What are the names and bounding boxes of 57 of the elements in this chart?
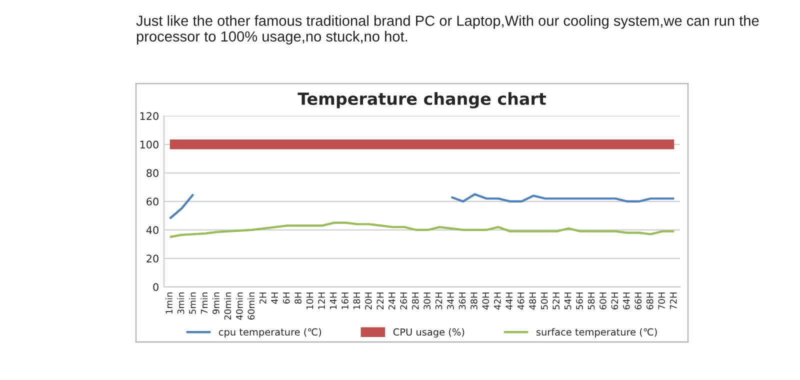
x-tick-label: 66H	[634, 292, 642, 310]
x-tick-label: 54H	[564, 292, 572, 310]
x-tick-label: 52H	[552, 292, 560, 310]
x-tick-label: 24H	[388, 292, 396, 310]
x-tick-label: 1min	[165, 292, 172, 314]
x-tick-label: 42H	[494, 292, 501, 310]
x-tick-label: 36H	[458, 292, 466, 310]
x-tick-label: 9min	[212, 292, 220, 314]
y-tick-label: 0	[153, 283, 158, 292]
y-tick-label: 100	[140, 140, 158, 149]
x-tick-label: 16H	[342, 292, 348, 310]
x-tick-label: 20min	[224, 292, 232, 320]
x-tick-label: 34H	[447, 292, 454, 310]
legend-label: cpu temperature (℃)	[218, 328, 322, 338]
y-tick-label: 80	[146, 169, 158, 178]
x-tick-label: 40min	[236, 292, 243, 320]
legend-label: CPU usage (%)	[393, 328, 464, 338]
text: Just like the other famous traditional brand PC or Laptop,With our cooling system,we can run the processor to 100% usage,no stuck,no hot.	[136, 15, 759, 44]
x-tick-label: 46H	[517, 292, 524, 310]
x-tick-label: 12H	[318, 292, 325, 310]
x-tick-label: 58H	[588, 292, 595, 310]
x-tick-label: 60min	[248, 292, 255, 320]
x-tick-label: 2H	[259, 292, 266, 304]
x-tick-label: 6H	[282, 292, 290, 304]
x-tick-label: 7min	[200, 292, 208, 314]
x-tick-label: 68H	[646, 292, 654, 310]
x-tick-label: 30H	[424, 292, 430, 310]
x-tick-label: 50H	[540, 292, 548, 310]
x-tick-label: 62H	[611, 292, 618, 310]
x-tick-label: 56H	[576, 292, 583, 310]
x-tick-label: 8H	[294, 292, 302, 304]
x-tick-label: 5min	[188, 292, 196, 314]
y-tick-label: 60	[146, 198, 158, 206]
x-tick-label: 72H	[670, 292, 677, 310]
x-tick-label: 40H	[482, 292, 490, 310]
x-tick-label: 70H	[658, 292, 666, 310]
x-tick-label: 14H	[330, 292, 337, 310]
x-tick-label: 4H	[271, 292, 278, 304]
x-tick-label: 38H	[470, 292, 478, 310]
chart-title: Temperature change chart	[298, 92, 546, 108]
x-tick-label: 10H	[306, 292, 314, 310]
y-tick-label: 20	[146, 254, 158, 263]
x-tick-label: 18H	[353, 292, 360, 310]
y-tick-label: 120	[140, 112, 158, 120]
x-tick-label: 64H	[623, 292, 630, 310]
x-tick-label: 22H	[376, 292, 384, 310]
line-series	[168, 222, 676, 238]
y-tick-label: 40	[146, 226, 158, 234]
x-tick-label: 20H	[365, 292, 372, 310]
x-tick-label: 3min	[177, 292, 184, 314]
x-tick-label: 26H	[400, 292, 408, 310]
x-tick-label: 28H	[412, 292, 419, 310]
x-tick-label: 44H	[506, 292, 512, 310]
x-tick-label: 32H	[435, 292, 442, 310]
x-tick-label: 60H	[600, 292, 606, 310]
x-tick-label: 48H	[529, 292, 536, 310]
legend-label: surface temperature (℃)	[536, 328, 657, 338]
